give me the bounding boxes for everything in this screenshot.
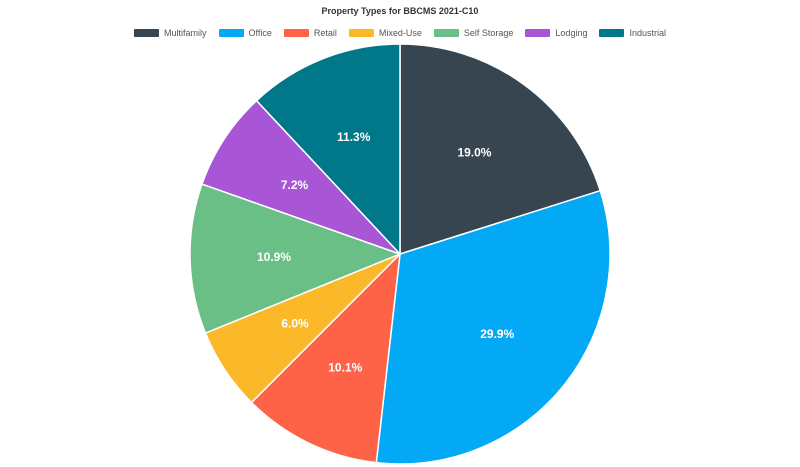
pie-slices <box>189 43 611 465</box>
pie-slice-lodging[interactable] <box>201 99 401 255</box>
legend-item-self-storage[interactable]: Self Storage <box>433 28 514 38</box>
legend-item-multifamily[interactable]: Multifamily <box>134 28 207 38</box>
legend-label-self-storage: Self Storage <box>463 28 514 38</box>
legend-swatch-self-storage <box>433 29 459 37</box>
legend-label-office: Office <box>248 28 272 38</box>
legend-swatch-retail <box>283 29 309 37</box>
legend-label-mixed-use: Mixed-Use <box>378 28 422 38</box>
data-label-lodging: 7.2% <box>281 178 309 192</box>
pie-slice-multifamily[interactable] <box>399 43 601 255</box>
legend-swatch-office <box>218 29 244 37</box>
legend-label-retail: Retail <box>313 28 337 38</box>
legend-swatch-mixed-use <box>348 29 374 37</box>
legend-item-office[interactable]: Office <box>218 28 272 38</box>
data-label-mixed-use: 6.0% <box>281 317 309 331</box>
pie-slice-office[interactable] <box>375 189 611 465</box>
legend-swatch-lodging <box>525 29 551 37</box>
legend-swatch-multifamily <box>134 29 159 37</box>
legend-swatch-industrial <box>599 29 625 37</box>
legend-item-mixed-use[interactable]: Mixed-Use <box>348 28 422 38</box>
data-label-multifamily: 19.0% <box>457 145 491 159</box>
pie-slice-labels: 19.0% 29.9% 10.1% 6.0% 10.9% 7.2% 11.3% <box>257 130 515 375</box>
pie-slice-retail[interactable] <box>250 253 401 464</box>
data-label-self-storage: 10.9% <box>257 250 291 264</box>
pie-slice-industrial[interactable] <box>255 43 401 255</box>
data-label-retail: 10.1% <box>328 361 362 375</box>
legend-item-industrial[interactable]: Industrial <box>599 28 666 38</box>
data-label-industrial: 11.3% <box>337 130 371 144</box>
legend-label-industrial: Industrial <box>629 28 666 38</box>
pie-slice-self-storage[interactable] <box>189 183 401 334</box>
legend-label-lodging: Lodging <box>555 28 588 38</box>
legend-item-lodging[interactable]: Lodging <box>525 28 587 38</box>
legend-item-retail[interactable]: Retail <box>283 28 337 38</box>
data-label-office: 29.9% <box>480 327 514 341</box>
legend: Multifamily Office Retail Mixed-Use Self Sto… <box>0 28 800 38</box>
chart-title: Property Types for BBCMS 2021-C10 <box>321 6 479 16</box>
legend-label-multifamily: Multifamily <box>164 28 207 38</box>
